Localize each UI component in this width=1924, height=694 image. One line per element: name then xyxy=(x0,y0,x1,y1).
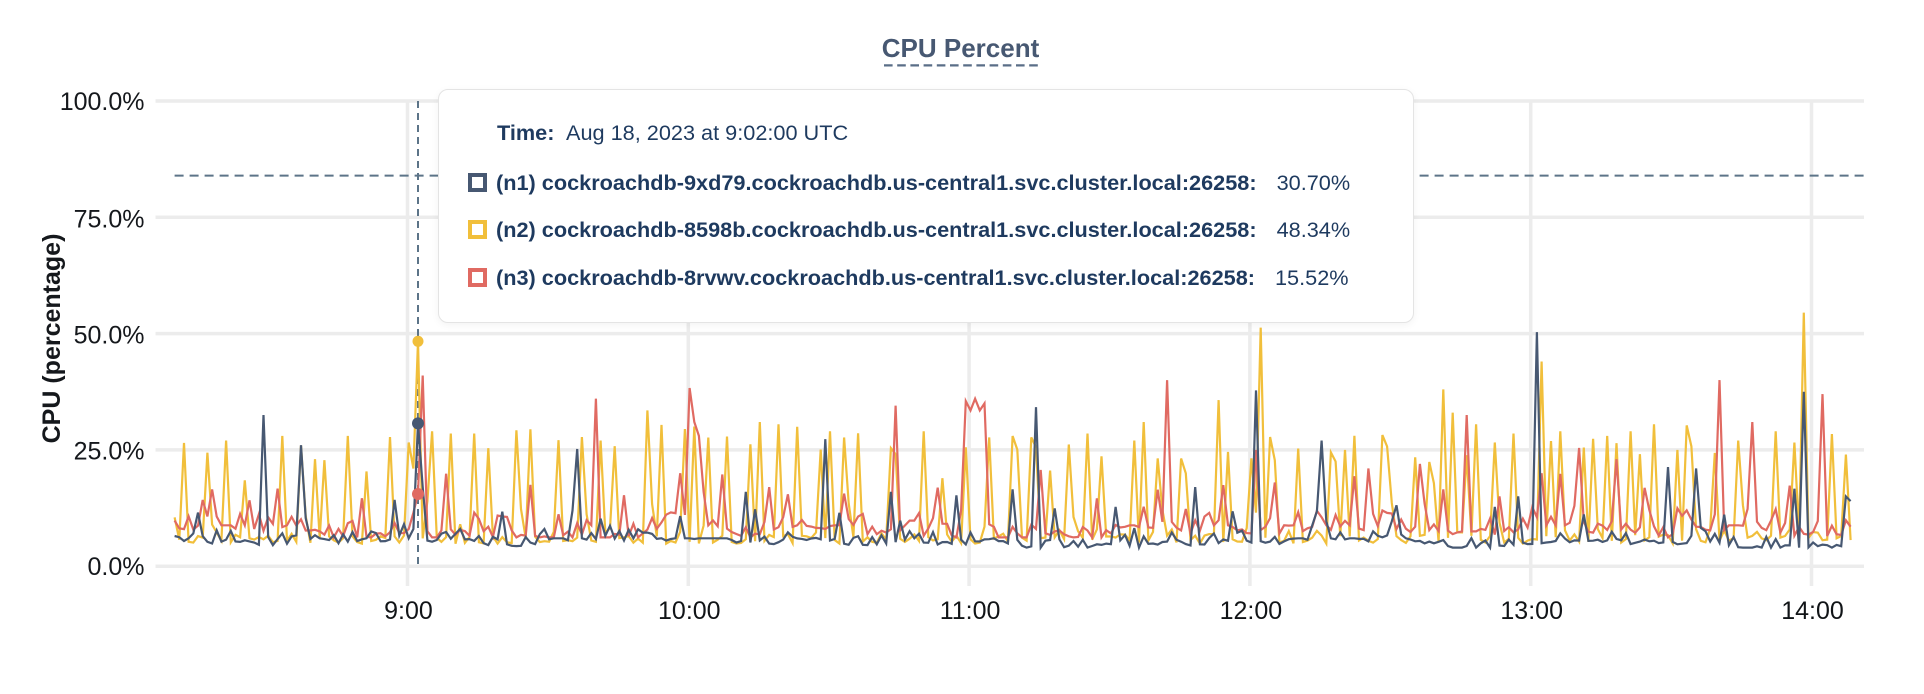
svg-text:13:00: 13:00 xyxy=(1500,597,1563,625)
svg-text:0.0%: 0.0% xyxy=(88,553,145,581)
svg-text:14:00: 14:00 xyxy=(1781,597,1844,625)
svg-text:25.0%: 25.0% xyxy=(74,437,145,465)
svg-text:50.0%: 50.0% xyxy=(74,321,145,349)
svg-text:9:00: 9:00 xyxy=(384,597,433,625)
svg-text:75.0%: 75.0% xyxy=(74,205,145,233)
svg-text:10:00: 10:00 xyxy=(658,597,721,625)
svg-text:CPU Percent: CPU Percent xyxy=(882,33,1040,63)
svg-text:12:00: 12:00 xyxy=(1220,597,1283,625)
svg-text:CPU (percentage): CPU (percentage) xyxy=(38,234,66,444)
svg-text:11:00: 11:00 xyxy=(940,597,1001,625)
svg-text:100.0%: 100.0% xyxy=(60,88,145,116)
